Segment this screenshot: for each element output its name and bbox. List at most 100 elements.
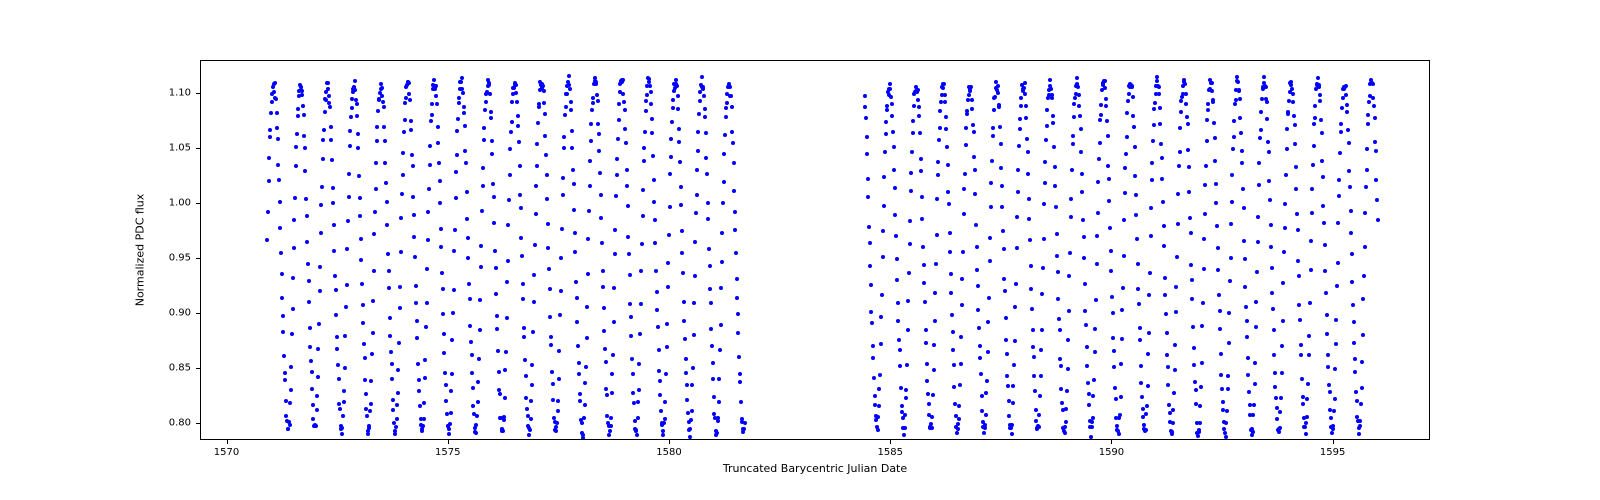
data-point [684, 357, 688, 361]
data-point [561, 176, 565, 180]
data-point [1366, 122, 1370, 126]
data-point [884, 120, 888, 124]
data-point [418, 404, 422, 408]
data-point [711, 377, 715, 381]
data-point [1096, 211, 1100, 215]
data-point [1056, 297, 1060, 301]
data-point [1024, 104, 1028, 108]
data-point [1360, 360, 1364, 364]
data-point [1001, 229, 1005, 233]
data-point [1334, 342, 1338, 346]
data-point [666, 261, 670, 265]
data-point [308, 326, 312, 330]
data-point [729, 94, 733, 98]
data-point [607, 433, 611, 437]
data-point [1111, 311, 1115, 315]
data-point [397, 341, 401, 345]
data-point [1325, 313, 1329, 317]
data-point [442, 332, 446, 336]
data-point [531, 330, 535, 334]
data-point [964, 126, 968, 130]
data-point [868, 241, 872, 245]
data-point [1200, 324, 1204, 328]
data-point [933, 319, 937, 323]
y-tick-mark [196, 203, 200, 204]
data-point [1203, 212, 1207, 216]
data-point [676, 107, 680, 111]
data-point [1146, 352, 1150, 356]
data-point [410, 153, 414, 157]
data-point [1213, 136, 1217, 140]
data-point [1266, 140, 1270, 144]
data-point [514, 83, 518, 87]
data-point [412, 235, 416, 239]
data-point [1190, 278, 1194, 282]
data-point [623, 127, 627, 131]
data-point [998, 125, 1002, 129]
data-point [470, 353, 474, 357]
data-point [370, 352, 374, 356]
data-point [305, 214, 309, 218]
data-point [333, 274, 337, 278]
data-point [502, 415, 506, 419]
data-point [307, 300, 311, 304]
data-point [1224, 421, 1228, 425]
data-point [1304, 432, 1308, 436]
data-point [725, 101, 729, 105]
data-point [286, 427, 290, 431]
data-point [1139, 381, 1143, 385]
data-point [278, 200, 282, 204]
data-point [303, 169, 307, 173]
data-point [275, 111, 279, 115]
data-point [1145, 404, 1149, 408]
data-point [979, 372, 983, 376]
data-point [398, 285, 402, 289]
data-point [466, 256, 470, 260]
data-point [635, 433, 639, 437]
data-point [867, 225, 871, 229]
data-point [1235, 75, 1239, 79]
data-point [1176, 222, 1180, 226]
data-point [1240, 161, 1244, 165]
data-point [967, 93, 971, 97]
data-point [1215, 224, 1219, 228]
data-point [1282, 250, 1286, 254]
data-point [1190, 297, 1194, 301]
data-point [465, 190, 469, 194]
data-point [604, 360, 608, 364]
data-point [1044, 138, 1048, 142]
data-point [1273, 385, 1277, 389]
data-point [1064, 407, 1068, 411]
data-point [1293, 123, 1297, 127]
data-point [1197, 428, 1201, 432]
data-point [564, 105, 568, 109]
data-point [582, 416, 586, 420]
data-point [1349, 209, 1353, 213]
data-point [1310, 187, 1314, 191]
data-point [449, 389, 453, 393]
data-point [1131, 114, 1135, 118]
data-point [1109, 249, 1113, 253]
data-point [1309, 268, 1313, 272]
data-point [1095, 262, 1099, 266]
data-point [996, 84, 1000, 88]
data-point [693, 274, 697, 278]
data-point [578, 399, 582, 403]
data-point [932, 368, 936, 372]
data-point [1097, 157, 1101, 161]
data-point [510, 100, 514, 104]
data-point [1135, 237, 1139, 241]
data-point [680, 229, 684, 233]
data-point [1093, 327, 1097, 331]
data-point [921, 245, 925, 249]
data-point [545, 197, 549, 201]
data-point [1323, 269, 1327, 273]
data-point [453, 228, 457, 232]
data-point [872, 376, 876, 380]
data-point [1183, 82, 1187, 86]
data-point [380, 86, 384, 90]
data-point [1027, 217, 1031, 221]
data-point [1349, 231, 1353, 235]
data-point [407, 92, 411, 96]
data-point [1119, 395, 1123, 399]
